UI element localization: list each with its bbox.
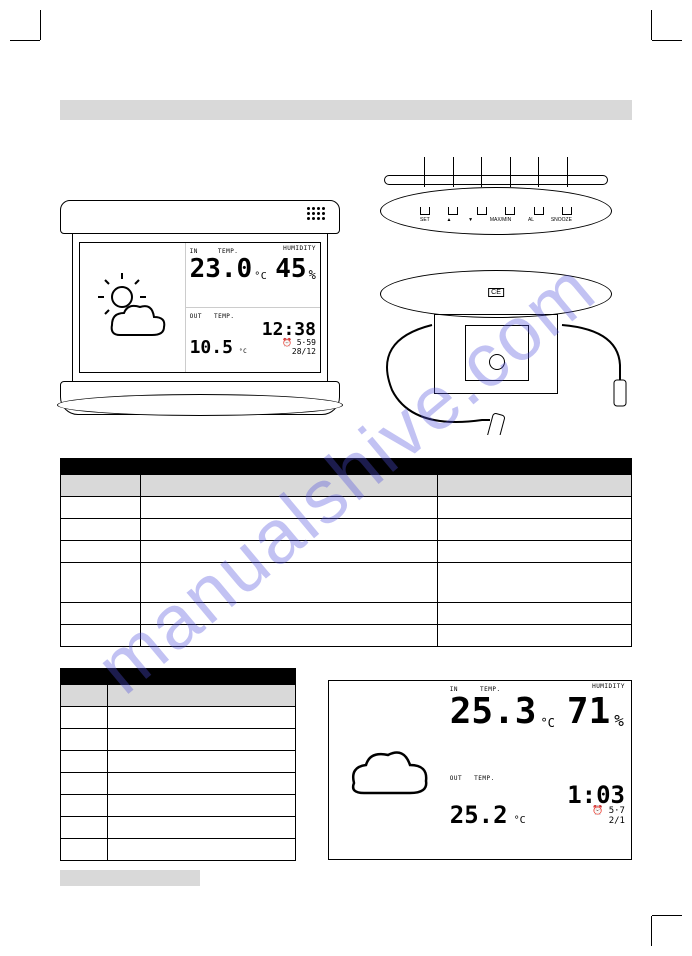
label-humidity: HUMIDITY <box>283 245 316 252</box>
crop-mark <box>40 10 41 40</box>
date-value: 28/12 <box>262 348 316 357</box>
outdoor-temp-unit: °C <box>239 348 247 355</box>
btn-label: SET <box>420 217 430 227</box>
lcd-screen: IN TEMP. HUMIDITY 23.0 °C 45 % OUT <box>79 242 321 373</box>
label-out-temp: TEMP. <box>214 313 235 320</box>
humidity-value: 45 <box>275 256 306 282</box>
functions-table <box>60 668 296 861</box>
footer-band <box>60 870 200 886</box>
indoor-temp-unit: °C <box>254 271 267 282</box>
lcd-outdoor-unit: °C <box>514 815 526 826</box>
probe-wires-icon <box>362 270 630 435</box>
lcd-humidity: 71 <box>567 694 610 730</box>
page-content: IN TEMP. HUMIDITY 23.0 °C 45 % OUT <box>60 60 632 896</box>
outdoor-temp-value: 10.5 <box>190 337 233 358</box>
btn-label: ▼ <box>468 217 473 227</box>
btn-label: MAX/MIN <box>490 217 511 227</box>
crop-mark <box>652 40 682 41</box>
lcd-indoor-temp: 25.3 <box>450 694 537 730</box>
crop-mark <box>652 915 682 916</box>
btn-label: AL <box>528 217 534 227</box>
lcd-outdoor-temp: 25.2 <box>450 801 508 829</box>
lcd-label-out: OUT <box>450 775 462 782</box>
crop-mark <box>651 916 652 946</box>
crop-mark <box>651 10 652 40</box>
label-out: OUT <box>190 313 202 320</box>
lcd-alarm: 5·7 <box>609 806 625 816</box>
header-band <box>60 100 632 120</box>
humidity-unit: % <box>309 268 317 282</box>
time-value: 12:38 <box>262 321 316 339</box>
speaker-grille-icon <box>307 207 325 220</box>
alarm-value: 5·59 <box>297 338 316 347</box>
device-rear-illustration: SET ▲ ▼ MAX/MIN AL SNOOZE CE <box>360 175 632 435</box>
lcd-panel-illustration: IN TEMP. HUMIDITY 25.3 °C 71 % OUT TEMP.… <box>328 680 632 860</box>
weather-sun-cloud-icon <box>92 273 172 343</box>
device-front-illustration: IN TEMP. HUMIDITY 23.0 °C 45 % OUT <box>60 200 340 415</box>
btn-label: SNOOZE <box>551 217 572 227</box>
weather-cloud-icon <box>336 735 436 805</box>
crop-mark <box>10 40 40 41</box>
indoor-temp-value: 23.0 <box>190 256 253 282</box>
buttons-table <box>60 458 632 647</box>
lcd-indoor-unit: °C <box>540 716 554 730</box>
lcd-label-humidity: HUMIDITY <box>592 683 625 690</box>
lcd-time: 1:03 <box>567 783 625 807</box>
lcd-label-out-temp: TEMP. <box>474 775 495 782</box>
lcd-humidity-unit: % <box>614 711 624 730</box>
lcd-date: 2/1 <box>567 817 625 827</box>
btn-label: ▲ <box>446 217 451 227</box>
